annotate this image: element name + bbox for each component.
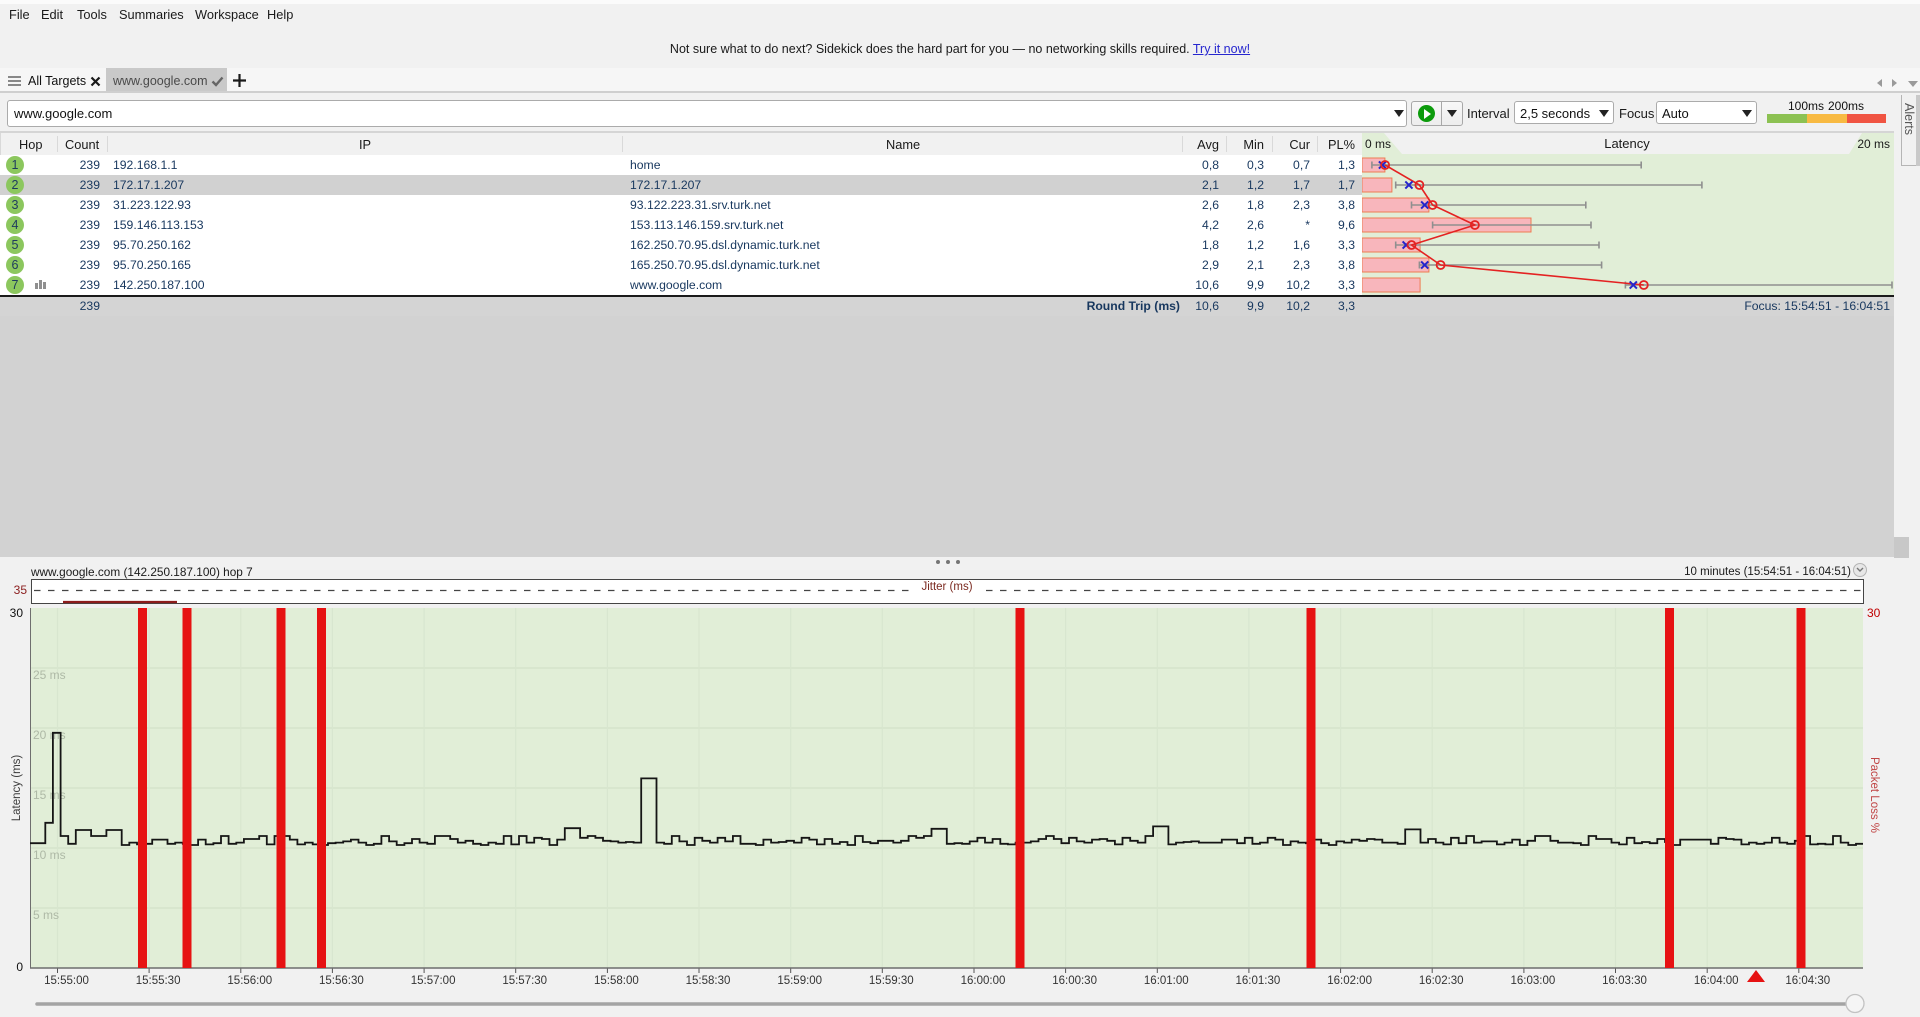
- svg-text:16:02:30: 16:02:30: [1419, 975, 1464, 987]
- svg-text:Latency: Latency: [1604, 136, 1650, 151]
- svg-text:16:00:00: 16:00:00: [961, 975, 1006, 987]
- svg-text:10 ms: 10 ms: [33, 848, 66, 862]
- svg-text:15:56:30: 15:56:30: [319, 975, 364, 987]
- svg-text:15:55:00: 15:55:00: [44, 975, 89, 987]
- svg-text:35: 35: [14, 583, 28, 597]
- svg-text:15:59:00: 15:59:00: [777, 975, 822, 987]
- svg-text:15 ms: 15 ms: [33, 788, 66, 802]
- svg-text:25 ms: 25 ms: [33, 668, 66, 682]
- svg-text:15:58:30: 15:58:30: [686, 975, 731, 987]
- svg-text:15:58:00: 15:58:00: [594, 975, 639, 987]
- svg-text:0: 0: [16, 960, 23, 974]
- svg-text:5 ms: 5 ms: [33, 908, 59, 922]
- svg-text:16:02:00: 16:02:00: [1327, 975, 1372, 987]
- svg-text:15:59:30: 15:59:30: [869, 975, 914, 987]
- svg-text:30: 30: [10, 606, 24, 620]
- svg-text:www.google.com (142.250.187.10: www.google.com (142.250.187.100) hop 7: [30, 565, 253, 579]
- svg-text:16:01:00: 16:01:00: [1144, 975, 1189, 987]
- svg-text:16:01:30: 16:01:30: [1236, 975, 1281, 987]
- svg-text:0 ms: 0 ms: [1365, 137, 1391, 151]
- svg-text:20 ms: 20 ms: [1857, 137, 1890, 151]
- svg-text:16:00:30: 16:00:30: [1052, 975, 1097, 987]
- svg-text:20 ms: 20 ms: [33, 728, 66, 742]
- svg-text:15:55:30: 15:55:30: [136, 975, 181, 987]
- svg-text:Packet Loss %: Packet Loss %: [1868, 757, 1880, 833]
- svg-text:16:04:00: 16:04:00: [1694, 975, 1739, 987]
- svg-text:15:57:30: 15:57:30: [502, 975, 547, 987]
- svg-text:15:56:00: 15:56:00: [227, 975, 272, 987]
- svg-text:Jitter (ms): Jitter (ms): [921, 581, 972, 593]
- svg-text:16:04:30: 16:04:30: [1785, 975, 1830, 987]
- svg-text:30: 30: [1867, 606, 1881, 620]
- svg-text:15:57:00: 15:57:00: [411, 975, 456, 987]
- svg-text:16:03:00: 16:03:00: [1511, 975, 1556, 987]
- svg-text:16:03:30: 16:03:30: [1602, 975, 1647, 987]
- svg-text:Latency (ms): Latency (ms): [11, 755, 23, 822]
- svg-text:10 minutes (15:54:51 - 16:04:5: 10 minutes (15:54:51 - 16:04:51): [1684, 566, 1851, 578]
